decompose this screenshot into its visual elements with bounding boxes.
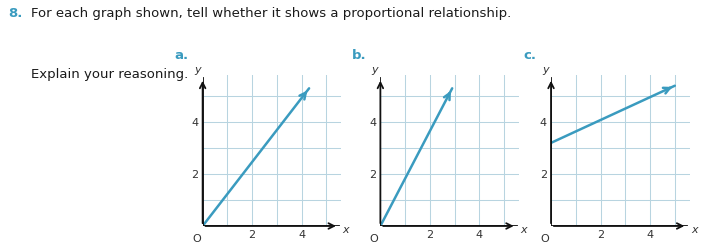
Text: For each graph shown, tell whether it shows a proportional relationship.: For each graph shown, tell whether it sh… [31, 7, 511, 20]
Text: y: y [372, 65, 378, 75]
Text: O: O [192, 234, 201, 243]
Text: a.: a. [174, 49, 188, 61]
Text: 8.: 8. [9, 7, 23, 20]
Text: O: O [540, 234, 549, 243]
Text: y: y [194, 65, 201, 75]
Text: c.: c. [524, 49, 537, 61]
Text: O: O [370, 234, 378, 243]
Text: y: y [542, 65, 549, 75]
Text: x: x [520, 225, 527, 235]
Text: x: x [343, 225, 349, 235]
Text: x: x [691, 225, 697, 235]
Text: b.: b. [351, 49, 366, 61]
Text: Explain your reasoning.: Explain your reasoning. [31, 68, 188, 81]
